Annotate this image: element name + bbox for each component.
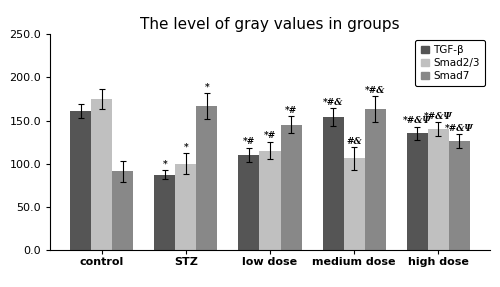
Bar — [407, 133, 428, 250]
Text: *#&: *#& — [323, 98, 344, 107]
Text: *#&: *#& — [365, 86, 386, 95]
Bar — [344, 158, 364, 250]
Bar — [154, 175, 176, 250]
Bar — [364, 109, 386, 250]
Legend: TGF-β, Smad2/3, Smad7: TGF-β, Smad2/3, Smad7 — [416, 40, 485, 86]
Bar — [112, 171, 133, 250]
Bar — [196, 106, 218, 250]
Bar — [428, 129, 449, 250]
Bar — [70, 111, 91, 250]
Text: *#&Ψ: *#&Ψ — [424, 112, 452, 121]
Text: *#: *# — [243, 137, 255, 146]
Bar — [238, 155, 260, 250]
Bar — [91, 99, 112, 250]
Bar — [280, 125, 301, 250]
Text: *#&Ψ: *#&Ψ — [445, 124, 474, 133]
Bar — [449, 141, 470, 250]
Bar — [260, 151, 280, 250]
Text: *#&Ψ: *#&Ψ — [403, 116, 432, 125]
Bar — [322, 117, 344, 250]
Text: *#: *# — [264, 131, 276, 140]
Title: The level of gray values in groups: The level of gray values in groups — [140, 17, 400, 32]
Text: *: * — [184, 143, 188, 152]
Bar — [176, 164, 197, 250]
Text: *#: *# — [285, 106, 297, 115]
Text: *: * — [162, 160, 167, 169]
Text: *: * — [204, 82, 209, 91]
Text: #&: #& — [346, 137, 362, 146]
